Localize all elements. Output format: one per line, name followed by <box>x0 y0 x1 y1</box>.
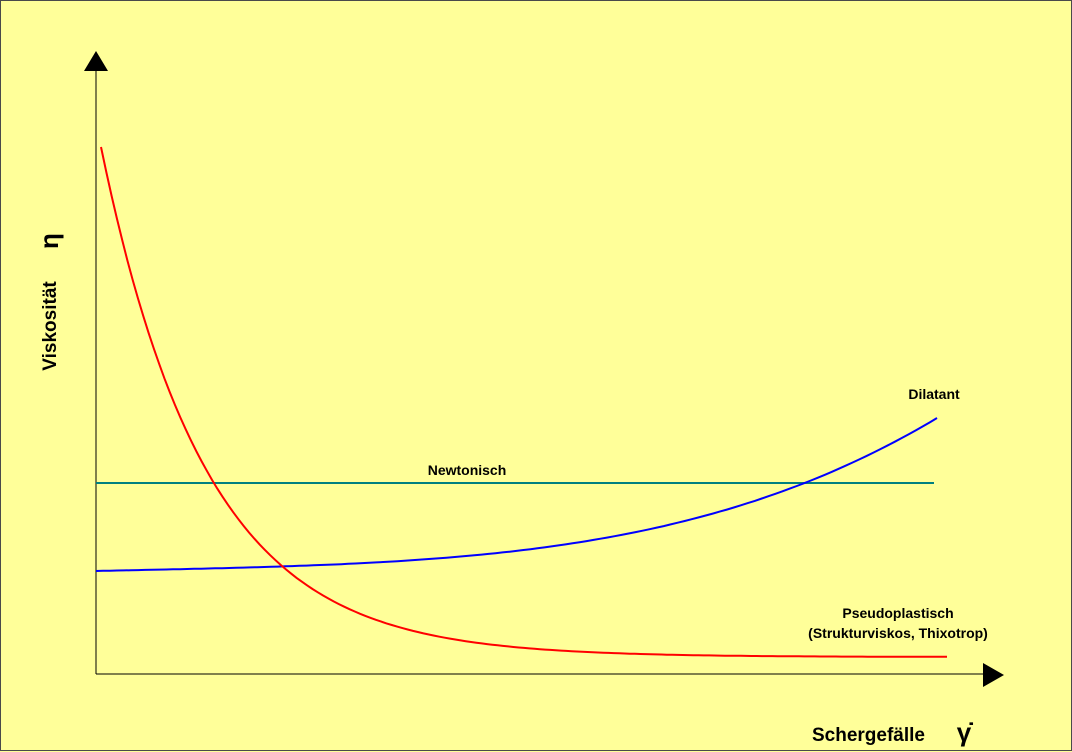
series-label-pseudoplastisch-sub: (Strukturviskos, Thixotrop) <box>808 625 988 641</box>
x-axis-label: Schergefälle <box>812 725 925 746</box>
x-axis-symbol: γ̇ <box>957 717 973 747</box>
series-label-pseudoplastisch: Pseudoplastisch <box>842 605 953 621</box>
series-line-pseudoplastisch <box>100 146 947 658</box>
series-label-newtonisch: Newtonisch <box>428 462 507 478</box>
y-axis-label: Viskosität <box>40 281 61 371</box>
series-line-dilatant <box>95 417 938 572</box>
x-axis-arrow <box>983 663 1004 687</box>
y-axis-arrow <box>84 51 108 71</box>
series-label-dilatant: Dilatant <box>908 386 960 402</box>
y-axis-symbol: η <box>34 233 64 249</box>
